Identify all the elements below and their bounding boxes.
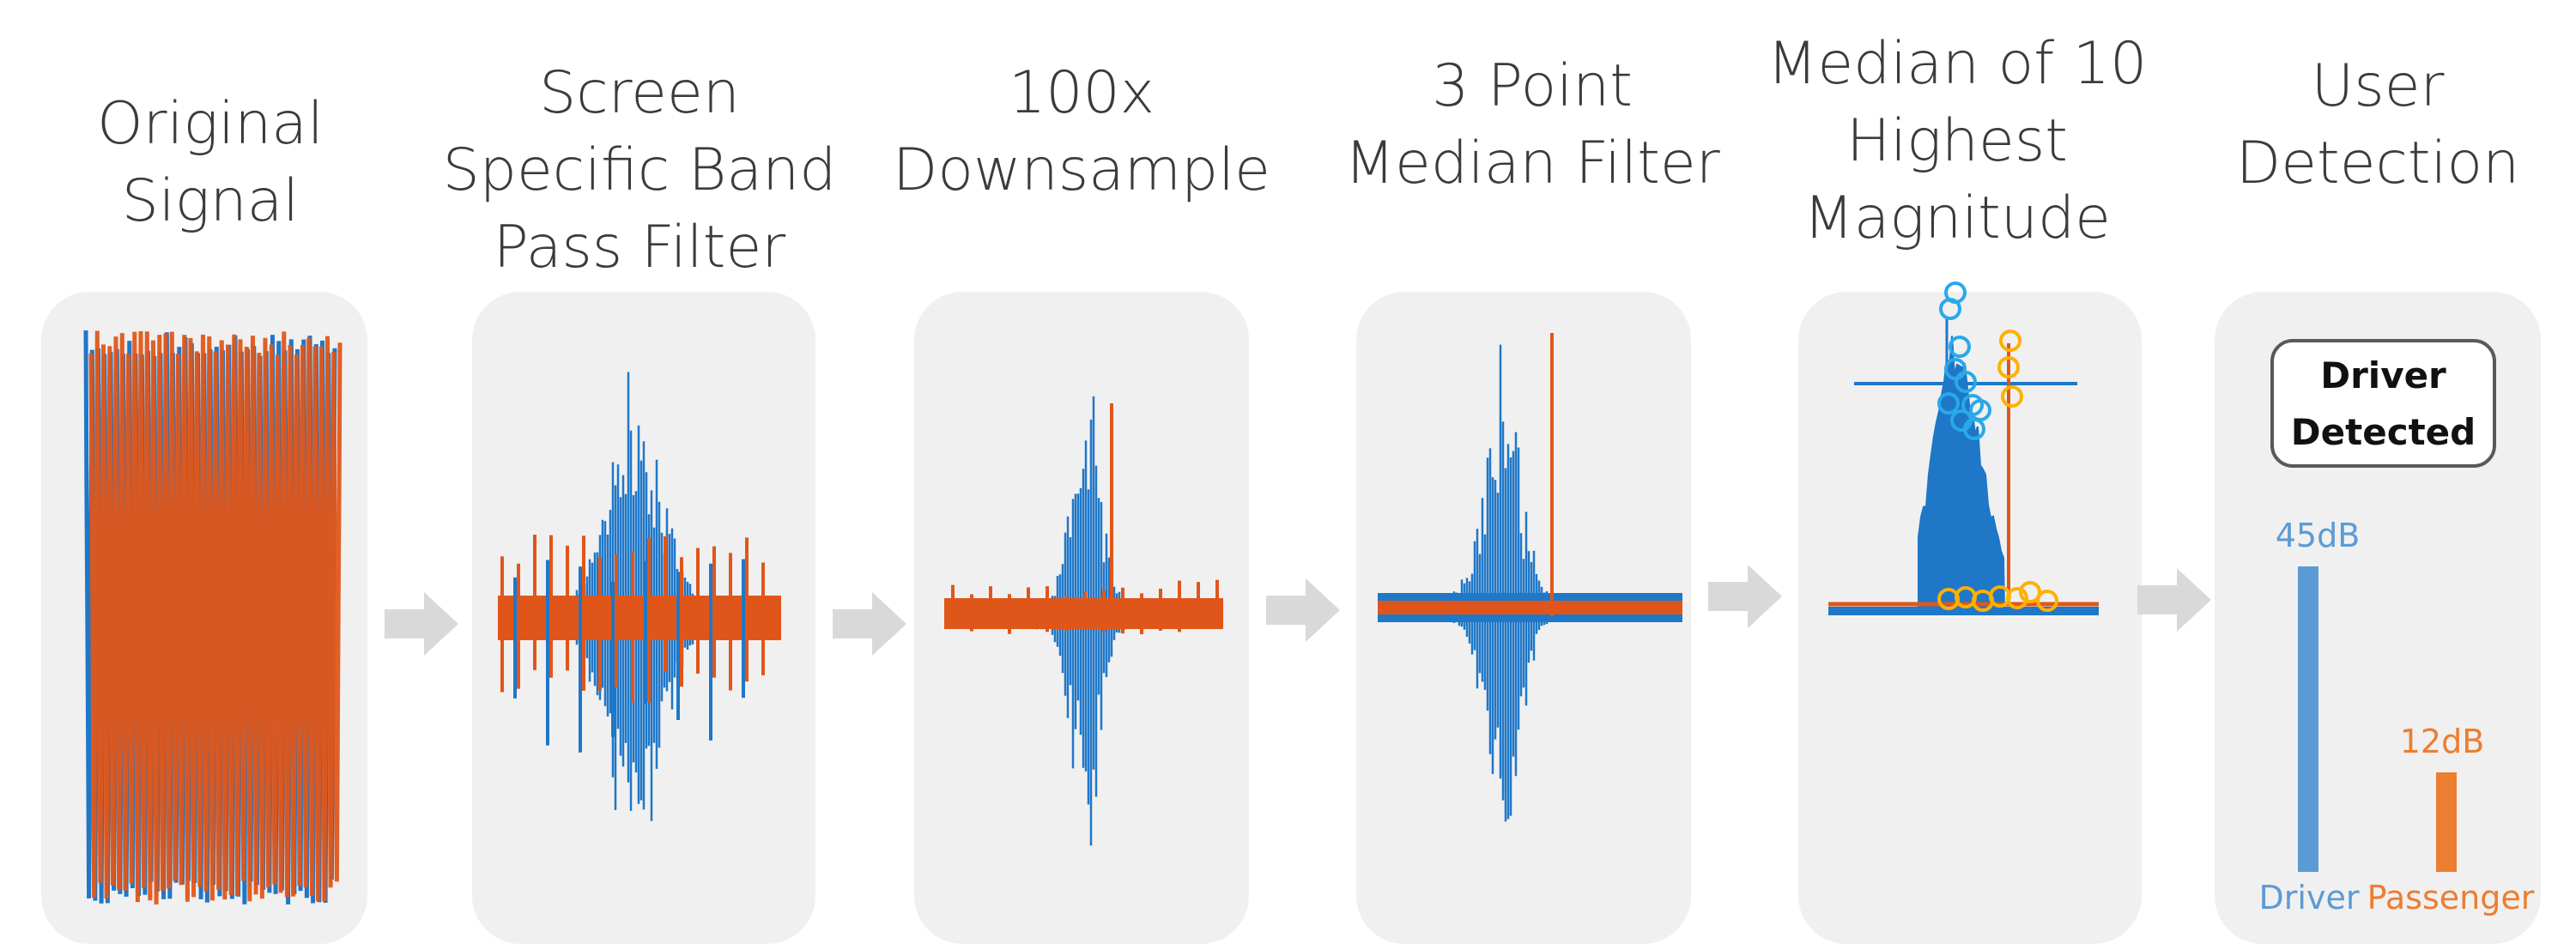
peak-marker-blue bbox=[1949, 336, 1971, 358]
peak-marker-orange bbox=[2019, 581, 2041, 603]
title-line: Specific Band bbox=[442, 136, 837, 204]
title-line: User bbox=[2311, 52, 2445, 120]
detected-line: Detected bbox=[2290, 411, 2476, 453]
stage-title-user-detection: User Detection bbox=[2223, 48, 2532, 203]
title-line: Highest bbox=[1846, 107, 2068, 175]
arrow-right-icon bbox=[833, 592, 906, 656]
title-line: 100x bbox=[1008, 59, 1155, 127]
title-line: Magnitude bbox=[1803, 185, 2111, 252]
peak-marker-orange bbox=[2036, 590, 2058, 612]
peak-marker-blue bbox=[1969, 399, 1991, 421]
highest-baseline-blue bbox=[1828, 607, 2099, 615]
peak-marker-orange bbox=[2001, 385, 2023, 408]
highest-series-blue bbox=[1918, 336, 2006, 612]
detected-line: Driver bbox=[2320, 354, 2446, 396]
passenger-bar bbox=[2436, 772, 2457, 872]
stage-title-original-signal: Original Signal bbox=[64, 86, 356, 240]
arrow-right-icon bbox=[1708, 565, 1782, 628]
driver-bar bbox=[2298, 566, 2318, 872]
stage-title-median-highest: Median of 10 Highest Magnitude bbox=[1751, 26, 2163, 257]
arrow-right-icon bbox=[1266, 578, 1340, 642]
highest-baseline-orange bbox=[1828, 602, 2099, 607]
median-series-blue bbox=[1406, 344, 1597, 822]
peak-marker-orange bbox=[1997, 356, 2020, 378]
peak-marker-blue bbox=[1955, 371, 1977, 393]
stage-title-median-filter: 3 Point Median Filter bbox=[1335, 48, 1730, 203]
peak-marker-blue bbox=[1937, 392, 1960, 415]
peak-marker-blue bbox=[1939, 298, 1961, 320]
driver-bar-value: 45dB bbox=[2275, 517, 2361, 554]
arrow-right-icon bbox=[385, 592, 458, 656]
driver-detected-box: Driver Detected bbox=[2270, 339, 2496, 468]
title-line: Detection bbox=[2235, 130, 2520, 197]
panel-median-highest bbox=[1798, 292, 2142, 944]
title-line: Pass Filter bbox=[493, 214, 786, 281]
filtered-series-orange bbox=[498, 596, 781, 640]
title-line: Downsample bbox=[893, 136, 1270, 204]
stage-title-downsample: 100x Downsample bbox=[893, 55, 1270, 209]
median-series-orange bbox=[1378, 601, 1682, 614]
title-line: Median Filter bbox=[1344, 130, 1720, 197]
peak-marker-blue bbox=[1963, 418, 1985, 440]
title-line: Screen bbox=[539, 59, 740, 127]
driver-bar-label: Driver bbox=[2258, 879, 2360, 917]
signal-series-orange bbox=[88, 330, 342, 905]
title-line: Median of 10 bbox=[1767, 30, 2148, 98]
title-line: 3 Point bbox=[1432, 52, 1633, 120]
title-line: Original bbox=[97, 90, 324, 158]
peak-marker-orange bbox=[2006, 587, 2028, 609]
passenger-bar-value: 12dB bbox=[2399, 723, 2485, 760]
stage-title-band-pass: Screen Specific Band Pass Filter bbox=[442, 55, 837, 287]
arrow-right-icon bbox=[2137, 568, 2211, 632]
title-line: Signal bbox=[121, 167, 300, 235]
passenger-bar-label: Passenger bbox=[2367, 879, 2535, 917]
peak-marker-orange bbox=[1999, 330, 2021, 352]
